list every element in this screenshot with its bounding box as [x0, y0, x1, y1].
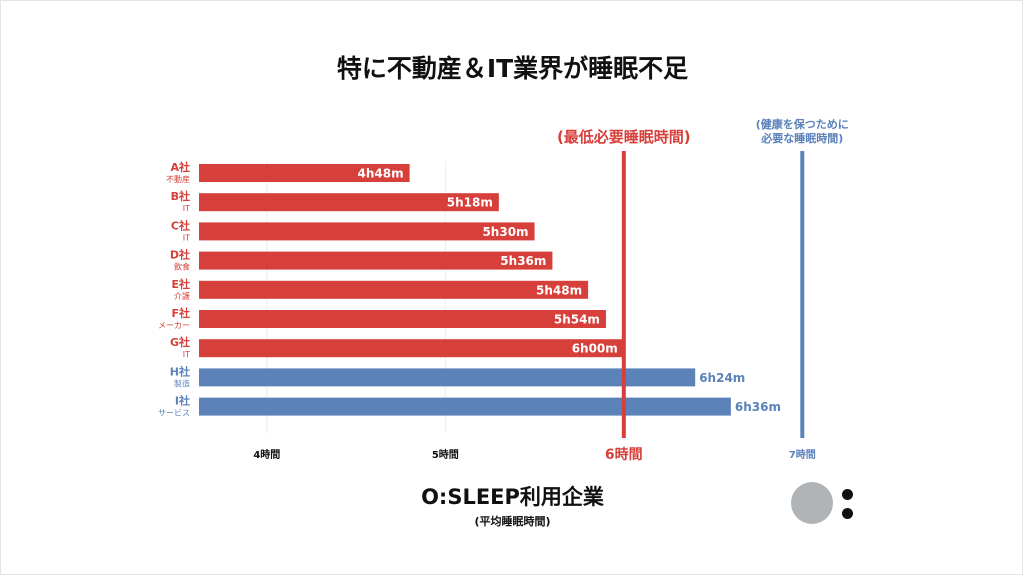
bar-value-label: 5h36m [500, 254, 546, 268]
logo-circle-icon [791, 482, 833, 524]
x-axis-title: O:SLEEP利用企業 [421, 485, 604, 509]
bar [199, 310, 606, 328]
industry-label: メーカー [158, 321, 190, 330]
category-label: A社 [170, 160, 190, 174]
reference-line [800, 151, 805, 438]
reference-line-label: 必要な睡眠時間) [760, 131, 843, 145]
bar [199, 280, 589, 299]
bar-value-label: 5h54m [554, 313, 600, 327]
industry-label: 介護 [174, 291, 190, 301]
osleep-logo [791, 482, 857, 526]
reference-line-label: (最低必要睡眠時間) [557, 128, 691, 146]
bar [199, 164, 410, 182]
x-tick-label: 5時間 [432, 448, 459, 461]
category-label: F社 [171, 306, 190, 320]
bar-value-label: 5h30m [482, 225, 528, 239]
bar-value-label: 4h48m [358, 167, 404, 181]
category-label: H社 [170, 364, 190, 378]
category-label: E社 [171, 277, 190, 291]
chart-title: 特に不動産＆IT業界が睡眠不足 [336, 54, 689, 83]
reference-line [621, 151, 626, 438]
category-label: D社 [170, 248, 190, 262]
bar [199, 368, 696, 387]
industry-label: 不動産 [166, 174, 190, 184]
logo-dot-icon [842, 489, 853, 500]
x-tick-label: 4時間 [253, 448, 280, 461]
bar [199, 222, 535, 241]
reference-line-label: (健康を保つために [756, 117, 849, 131]
industry-label: 製造 [174, 378, 190, 388]
industry-label: サービス [158, 409, 190, 418]
bar [199, 251, 553, 270]
bar-value-label: 6h00m [572, 342, 618, 356]
x-tick-label: 7時間 [789, 448, 816, 461]
bar-value-label: 5h48m [536, 283, 582, 297]
category-label: I社 [175, 394, 190, 408]
industry-label: IT [183, 233, 190, 242]
bar [199, 339, 624, 358]
x-axis-subtitle: (平均睡眠時間) [474, 515, 551, 528]
x-tick-label: 6時間 [605, 446, 643, 463]
bar-value-label: 6h24m [699, 371, 745, 385]
bar-value-label: 6h36m [735, 400, 781, 414]
bar [199, 193, 499, 212]
category-label: C社 [171, 218, 190, 232]
bar-value-label: 5h18m [447, 196, 493, 210]
industry-label: IT [183, 204, 190, 213]
logo-dot-icon [842, 508, 853, 519]
industry-label: 飲食 [174, 262, 190, 272]
bar [199, 397, 731, 416]
category-label: B社 [171, 189, 190, 203]
category-label: G社 [170, 335, 190, 349]
industry-label: IT [183, 350, 190, 359]
